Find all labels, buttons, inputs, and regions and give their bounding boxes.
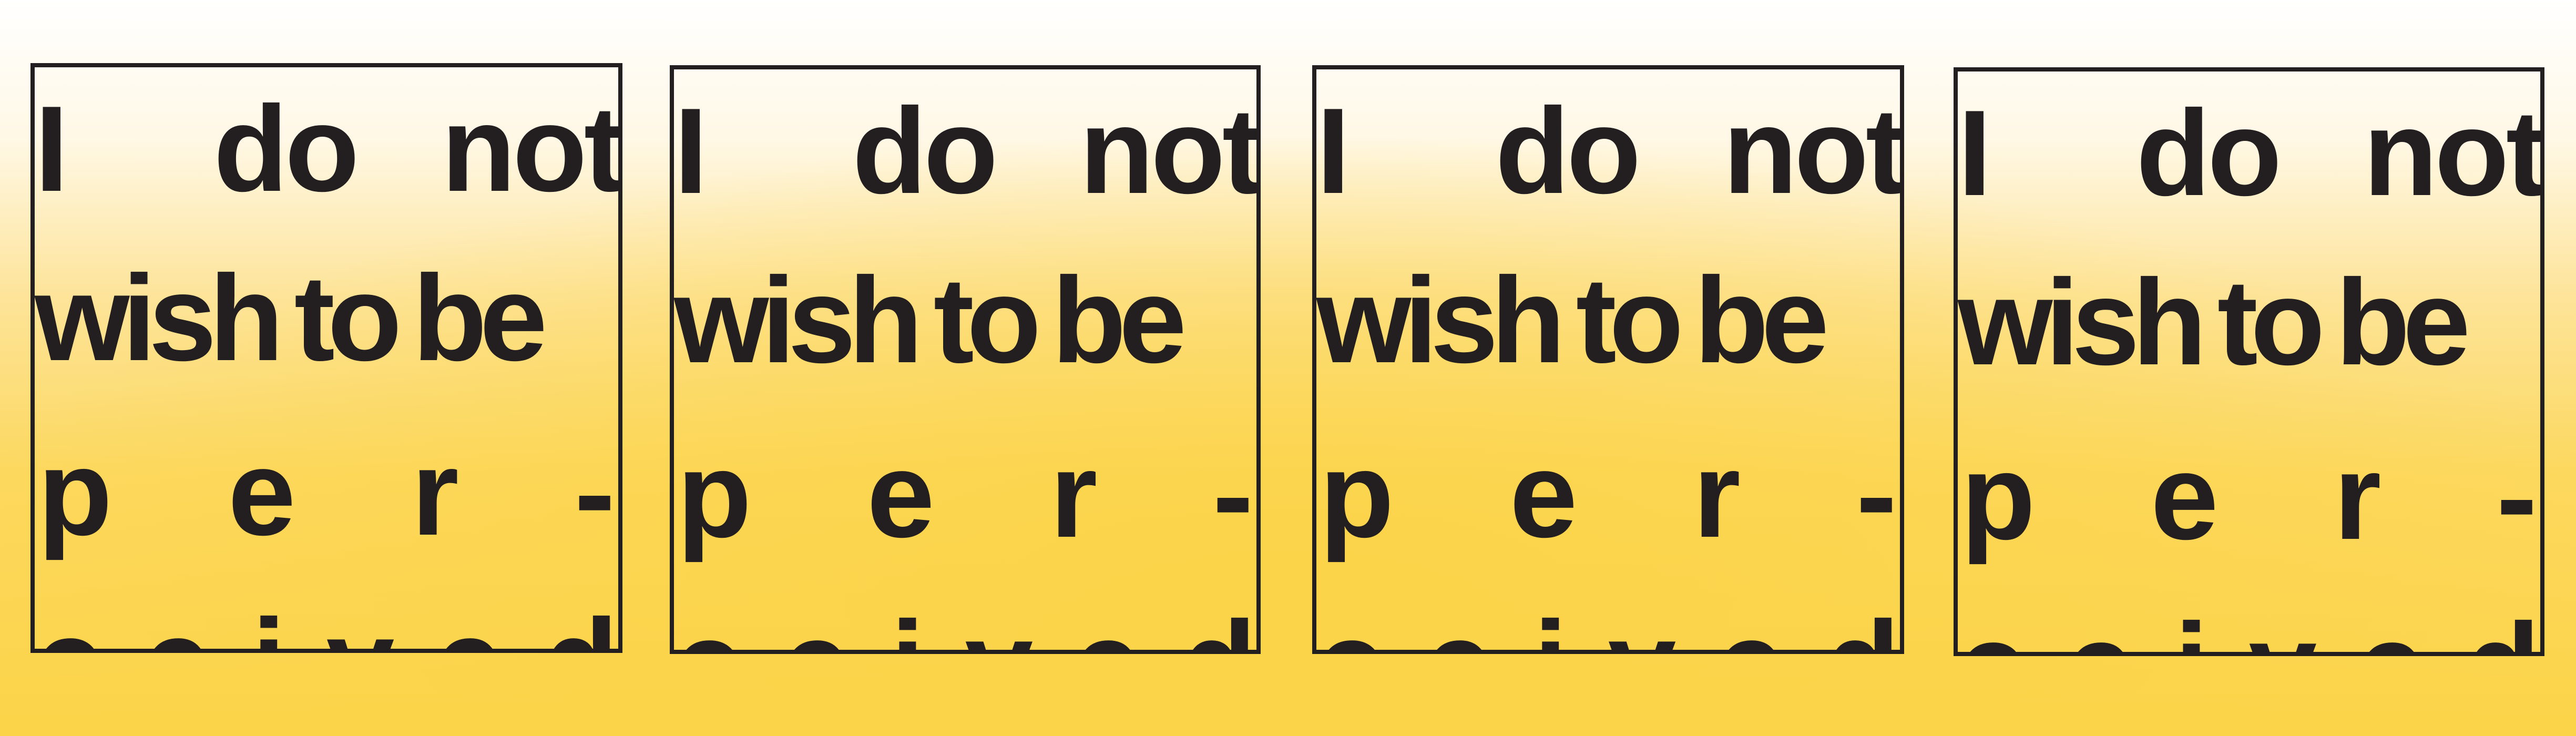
word-do: do	[1495, 83, 1641, 219]
letter-c: c	[674, 604, 742, 650]
letter-v: v	[1608, 604, 1676, 650]
poem-line-4: c e i v e d	[1958, 570, 2540, 652]
letter-p: p	[1961, 429, 2036, 565]
poem-line-1: I do not	[1958, 75, 2540, 232]
word-to: to	[294, 250, 402, 386]
letter-p: p	[1320, 427, 1394, 563]
letter-e: e	[1717, 604, 1785, 650]
word-be: be	[1694, 252, 1829, 389]
hyphen: -	[574, 425, 615, 561]
letter-e: e	[2150, 429, 2219, 565]
word-do: do	[213, 81, 359, 217]
word-not: not	[1723, 83, 1903, 219]
letter-e: e	[144, 601, 211, 649]
poem-line-3: p e r -	[674, 416, 1256, 574]
hyphen: -	[1856, 427, 1897, 563]
word-to: to	[933, 252, 1041, 389]
letter-d: d	[2466, 606, 2540, 652]
letter-r: r	[411, 425, 459, 561]
letter-e: e	[228, 425, 296, 561]
poem-line-1: I do not	[674, 73, 1256, 230]
poem-line-3: p e r -	[1316, 416, 1900, 574]
word-be: be	[2335, 254, 2471, 391]
letter-e: e	[2066, 606, 2134, 652]
poem-line-4: c e i v e d	[35, 566, 618, 649]
word-i: I	[1958, 85, 1992, 221]
word-not: not	[2363, 85, 2543, 221]
word-wish: wish	[1958, 254, 2207, 391]
poem-line-2: wish to be	[674, 242, 1256, 400]
word-wish: wish	[1316, 252, 1566, 389]
letter-e: e	[435, 601, 503, 649]
poem-panel-1: I do not wish to be p e r - c e i v e d	[30, 63, 622, 653]
letter-p: p	[677, 427, 752, 563]
word-wish: wish	[35, 250, 284, 386]
hyphen: -	[2496, 429, 2537, 565]
letter-e: e	[1074, 604, 1141, 650]
word-i: I	[1316, 83, 1351, 219]
poem-line-1: I do not	[35, 70, 618, 228]
letter-r: r	[2334, 429, 2381, 565]
letter-c: c	[1316, 604, 1384, 650]
poem-line-4: c e i v e d	[1316, 568, 1900, 650]
letter-i: i	[252, 601, 285, 649]
letter-e: e	[2357, 606, 2425, 652]
letter-d: d	[1825, 604, 1900, 650]
poem-panel-3: I do not wish to be p e r - c e i v e d	[1312, 65, 1904, 654]
poem-line-1: I do not	[1316, 73, 1900, 230]
poem-panel-2: I do not wish to be p e r - c e i v e d	[670, 65, 1261, 654]
word-be: be	[412, 250, 548, 386]
word-do: do	[2136, 85, 2282, 221]
letter-i: i	[2174, 606, 2208, 652]
letter-r: r	[1693, 427, 1741, 563]
letter-i: i	[1534, 604, 1567, 650]
letter-p: p	[38, 425, 113, 561]
poem-line-3: p e r -	[1958, 418, 2540, 576]
poem-line-2: wish to be	[1958, 244, 2540, 402]
letter-v: v	[2249, 606, 2317, 652]
poem-line-4: c e i v e d	[674, 568, 1256, 650]
word-wish: wish	[674, 252, 923, 389]
poem-line-2: wish to be	[35, 240, 618, 397]
word-not: not	[441, 81, 621, 217]
hyphen: -	[1212, 427, 1253, 563]
letter-i: i	[891, 604, 924, 650]
word-to: to	[1576, 252, 1684, 389]
letter-e: e	[866, 427, 935, 563]
letter-r: r	[1050, 427, 1098, 563]
letter-d: d	[1182, 604, 1256, 650]
word-not: not	[1079, 83, 1260, 219]
letter-c: c	[1958, 606, 2026, 652]
poem-line-3: p e r -	[35, 414, 618, 572]
word-be: be	[1051, 252, 1187, 389]
letter-e: e	[1509, 427, 1578, 563]
word-do: do	[852, 83, 998, 219]
letter-d: d	[544, 601, 618, 649]
word-i: I	[674, 83, 708, 219]
letter-c: c	[35, 601, 103, 649]
letter-v: v	[965, 604, 1033, 650]
word-to: to	[2217, 254, 2325, 391]
poem-panel-4: I do not wish to be p e r - c e i v e d	[1954, 67, 2544, 656]
poem-line-2: wish to be	[1316, 242, 1900, 400]
word-i: I	[35, 81, 69, 217]
letter-v: v	[326, 601, 394, 649]
letter-e: e	[1425, 604, 1493, 650]
letter-e: e	[782, 604, 850, 650]
